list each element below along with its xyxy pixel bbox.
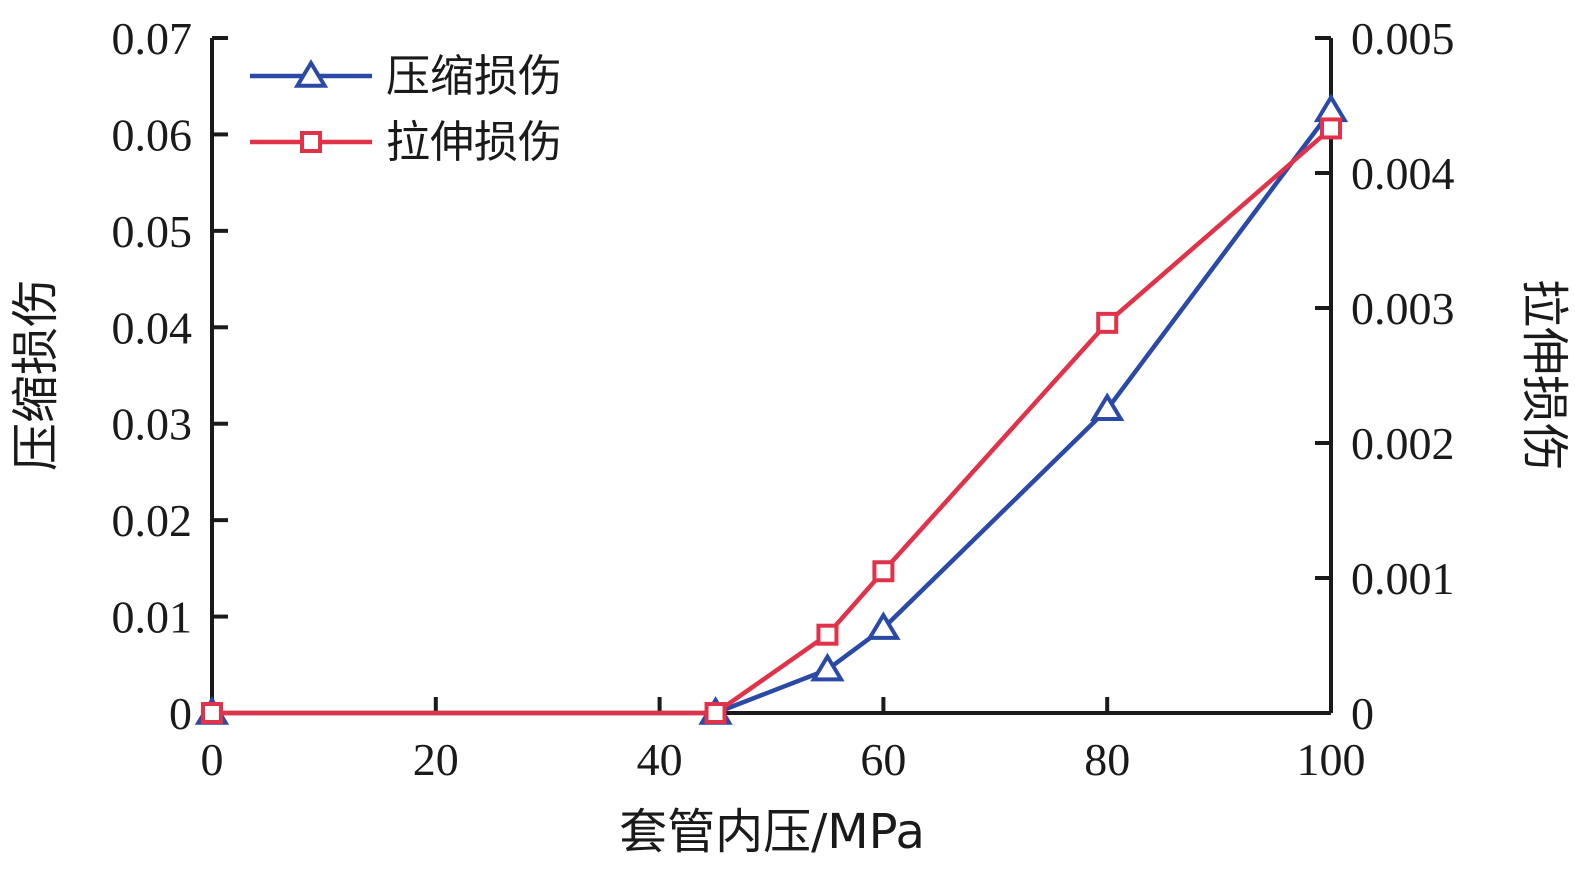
y-right-tick-label: 0.004 bbox=[1351, 148, 1455, 199]
y-left-tick-label: 0.02 bbox=[112, 495, 193, 546]
x-tick-label: 40 bbox=[637, 734, 683, 785]
legend-marker-1 bbox=[300, 131, 322, 153]
y-left-tick-label: 0.03 bbox=[112, 399, 193, 450]
series-line-1 bbox=[212, 126, 1333, 716]
y-left-tick-label: 0.05 bbox=[112, 206, 193, 257]
legend-label-0: 压缩损伤 bbox=[386, 51, 562, 102]
axes-group bbox=[210, 38, 1333, 715]
data-point-0 bbox=[1313, 93, 1349, 123]
markers-group bbox=[194, 93, 1349, 725]
series-lines-group bbox=[212, 108, 1333, 716]
x-tick-label: 100 bbox=[1297, 734, 1366, 785]
y-left-axis-title: 压缩损伤 bbox=[8, 279, 64, 471]
data-point-1 bbox=[872, 560, 895, 583]
data-point-1 bbox=[201, 702, 223, 724]
x-tick-label: 80 bbox=[1084, 734, 1130, 785]
data-point-1 bbox=[816, 623, 839, 646]
data-point-1 bbox=[1320, 117, 1342, 140]
data-point-1 bbox=[704, 702, 727, 724]
y-left-tick-label: 0.01 bbox=[112, 592, 193, 643]
x-tick-label: 0 bbox=[201, 734, 224, 785]
data-point-0 bbox=[810, 652, 845, 682]
y-right-tick-label: 0.005 bbox=[1351, 13, 1455, 64]
data-point-1 bbox=[1096, 311, 1119, 334]
data-point-0 bbox=[1090, 392, 1125, 421]
y-left-tick-label: 0 bbox=[169, 688, 192, 739]
y-right-tick-label: 0.001 bbox=[1351, 553, 1455, 604]
data-point-0 bbox=[866, 611, 901, 640]
series-line-0 bbox=[212, 108, 1333, 716]
y-right-tick-label: 0.002 bbox=[1351, 418, 1455, 469]
legend-marker-0 bbox=[293, 59, 329, 88]
y-left-tick-label: 0.07 bbox=[112, 13, 193, 64]
y-right-tick-label: 0 bbox=[1351, 688, 1374, 739]
y-right-tick-label: 0.003 bbox=[1351, 283, 1455, 334]
x-axis-title: 套管内压/MPa bbox=[619, 804, 925, 860]
legend-label-1: 拉伸损伤 bbox=[386, 117, 562, 168]
ticks-group: 0 20 40 60 80 10000.010.020.030.040.050.060.0… bbox=[112, 13, 1455, 785]
y-right-axis-title: 拉伸损伤 bbox=[1516, 279, 1572, 471]
x-tick-label: 60 bbox=[860, 734, 906, 785]
x-tick-label: 20 bbox=[413, 734, 459, 785]
y-left-tick-label: 0.04 bbox=[112, 302, 193, 353]
y-left-tick-label: 0.06 bbox=[112, 109, 193, 160]
